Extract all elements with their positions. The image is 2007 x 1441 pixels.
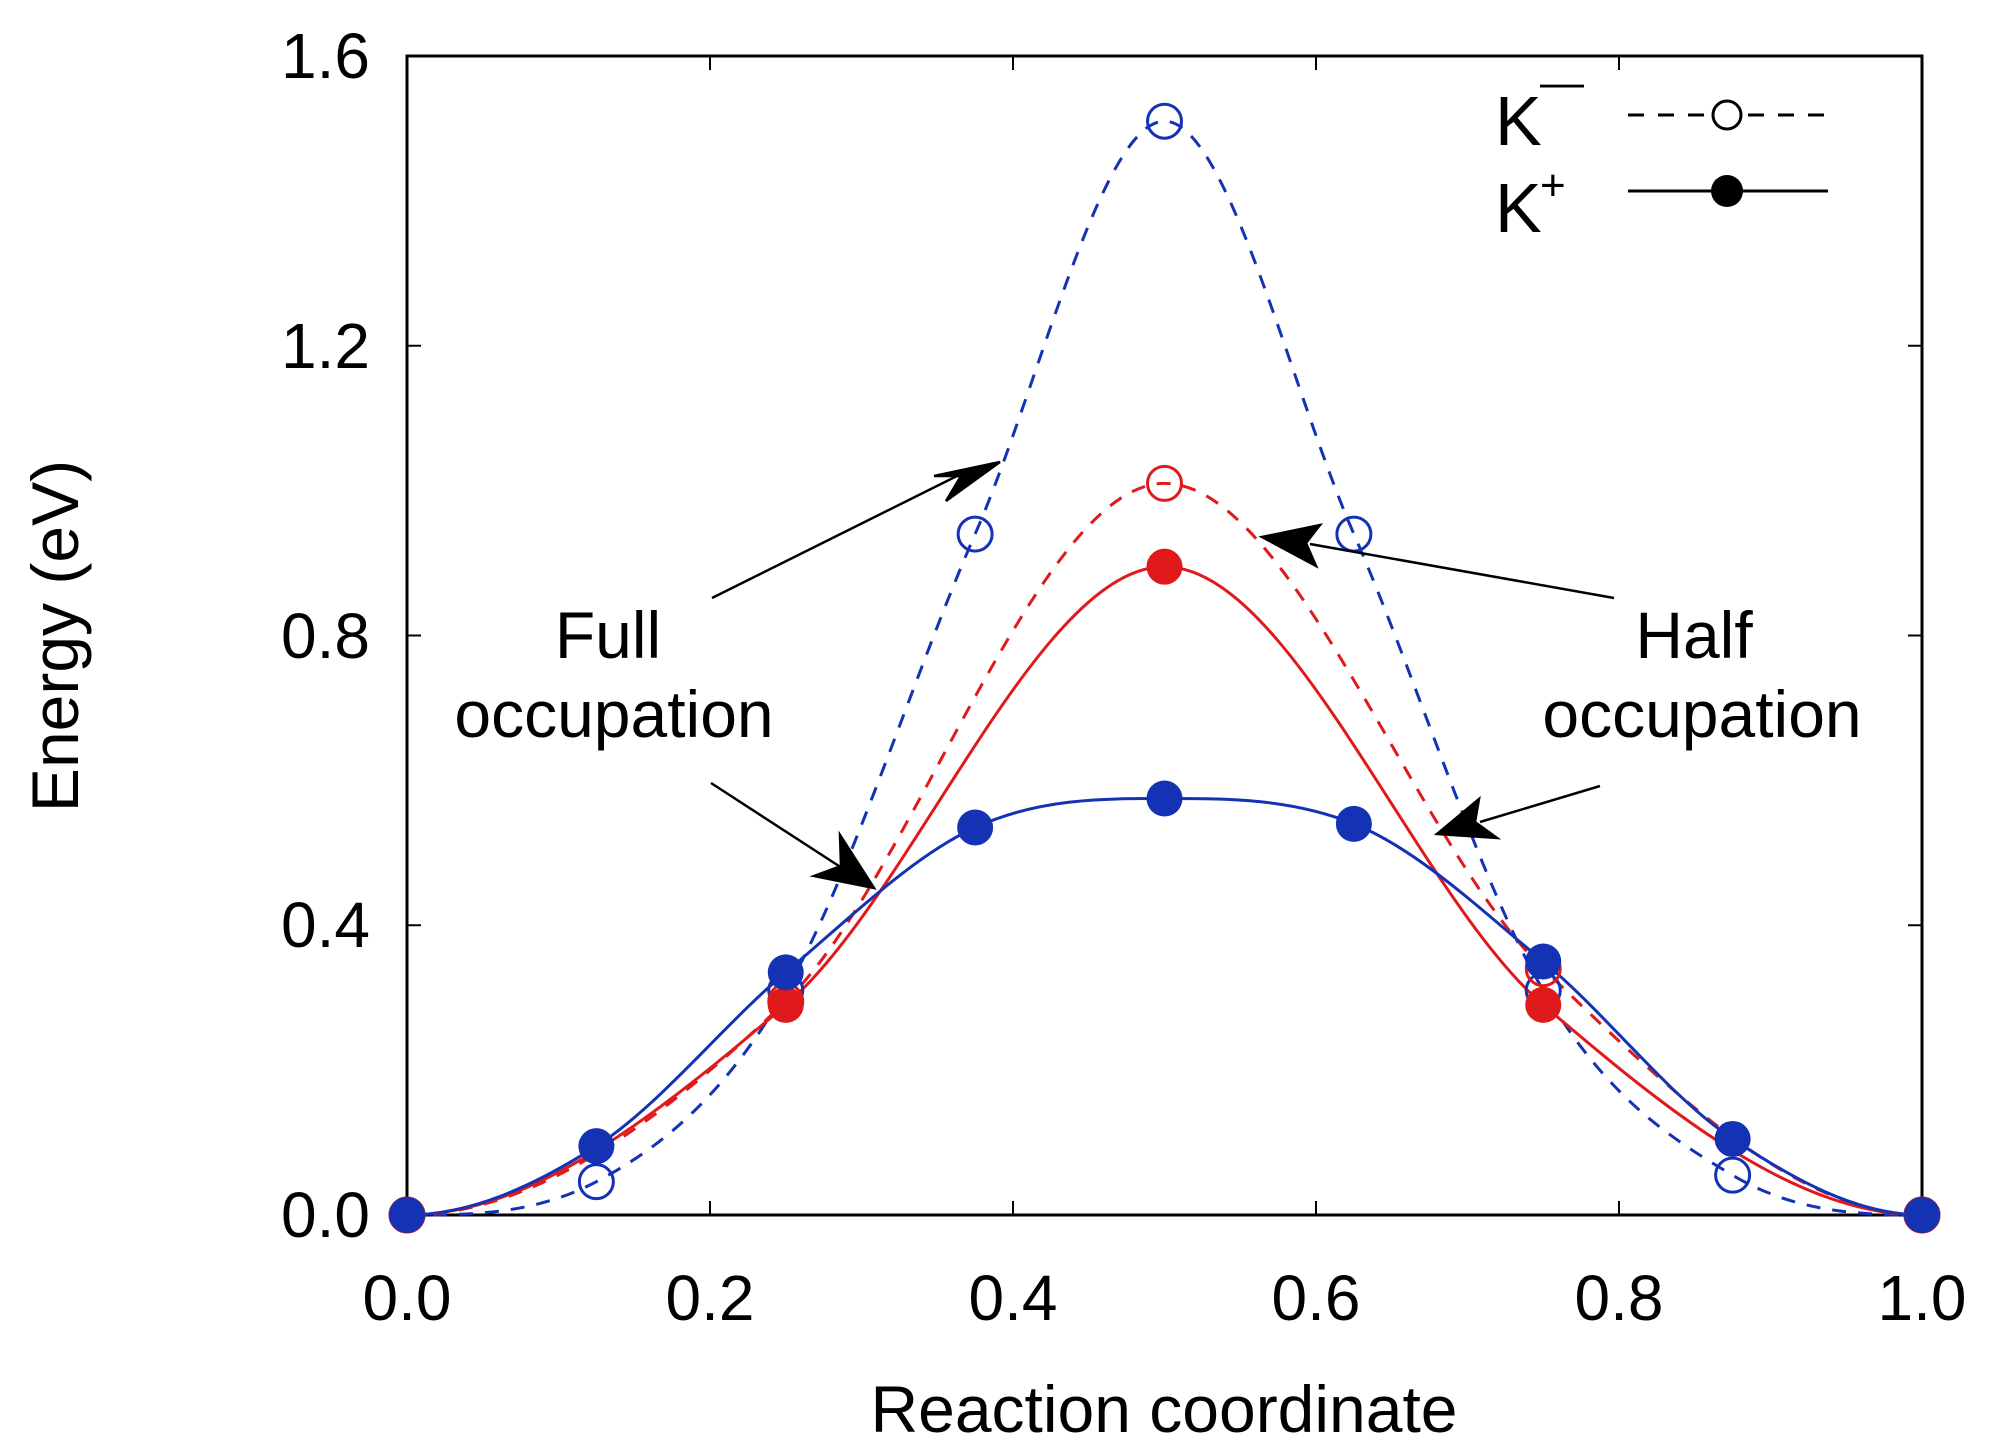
data-point [1525, 986, 1562, 1023]
data-point [1904, 1197, 1940, 1233]
data-point [767, 954, 804, 991]
annotation-full-line1: Full [555, 598, 661, 672]
arrow-half-lower-head [1433, 795, 1502, 840]
x-tick-label: 0.6 [1272, 1262, 1361, 1334]
y-axis-title: Energy (eV) [18, 460, 92, 812]
x-axis-title: Reaction coordinate [870, 1372, 1457, 1441]
arrow-full-upper-head [933, 460, 1001, 503]
y-tick-label: 0.0 [281, 1179, 370, 1251]
legend-sup-k-minus: — [1540, 58, 1584, 107]
data-point [1335, 805, 1372, 842]
annotation-half-line1: Half [1635, 598, 1753, 672]
arrow-full-lower [710, 781, 843, 870]
y-tick-label: 0.8 [281, 600, 370, 672]
legend-marker-k-minus [1711, 99, 1743, 131]
data-point [1525, 943, 1562, 980]
data-point [1335, 515, 1373, 553]
arrow-full-upper [711, 471, 964, 600]
data-point [1146, 102, 1183, 140]
data-point [1146, 548, 1183, 585]
annotation-full-line2: occupation [454, 677, 773, 751]
x-tick-label: 0.4 [969, 1262, 1058, 1334]
data-point [956, 515, 994, 553]
arrow-half-upper [1309, 542, 1615, 600]
legend-label-k-minus: K [1495, 82, 1542, 160]
data-point [957, 809, 994, 846]
data-point [389, 1197, 425, 1233]
annotation-arrows [710, 460, 1615, 890]
data-point [1714, 1156, 1752, 1194]
data-point [767, 986, 804, 1023]
x-tick-label: 0.2 [666, 1262, 755, 1334]
data-point [578, 1128, 615, 1165]
x-tick-label: 0.8 [1575, 1262, 1664, 1334]
legend-sup-k-plus: + [1540, 161, 1566, 210]
data-point [1714, 1120, 1751, 1157]
y-tick-label: 1.2 [281, 310, 370, 382]
series-markers [388, 102, 1941, 1234]
data-point [577, 1163, 615, 1201]
legend: K — K + [1495, 58, 1828, 247]
arrow-half-lower [1479, 784, 1601, 824]
x-tick-label: 1.0 [1878, 1262, 1967, 1334]
legend-marker-k-plus [1711, 175, 1743, 207]
series-line-kminus-1 [406, 481, 1923, 1217]
arrow-half-upper-head [1258, 523, 1324, 569]
data-point [1146, 464, 1183, 502]
legend-label-k-plus: K [1495, 169, 1542, 247]
x-tick-label: 0.0 [363, 1262, 452, 1334]
series-line-kminus-0 [406, 119, 1923, 1217]
y-tick-label: 0.4 [281, 889, 370, 961]
annotation-half-line2: occupation [1542, 677, 1861, 751]
data-point [1146, 780, 1183, 817]
y-tick-label: 1.6 [281, 20, 370, 92]
arrow-full-lower-head [809, 830, 877, 890]
